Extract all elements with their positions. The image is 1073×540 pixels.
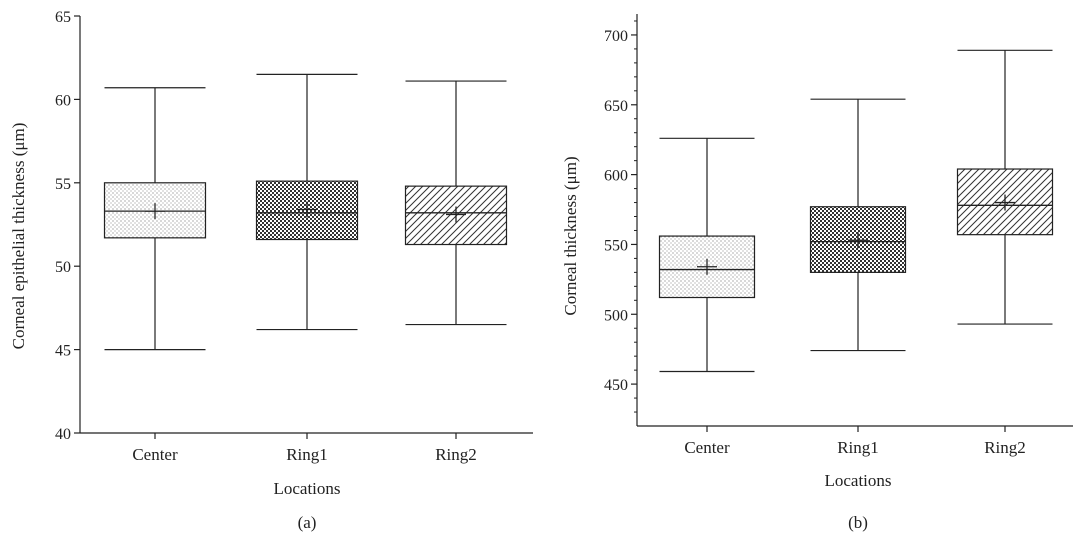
y-tick-label: 550: [604, 237, 628, 254]
x-tick-label: Ring1: [286, 445, 328, 464]
x-axis-label: Locations: [273, 479, 340, 498]
panel-label: (b): [848, 513, 868, 532]
y-tick-label: 500: [604, 307, 628, 324]
y-tick-label: 65: [55, 9, 71, 26]
y-tick-label: 450: [604, 377, 628, 394]
y-tick-label: 40: [55, 426, 71, 443]
y-tick-label: 50: [55, 259, 71, 276]
panel-label: (a): [298, 513, 317, 532]
y-tick-label: 700: [604, 28, 628, 45]
chart-panel-a: Corneal epithelial thickness (μm) Locati…: [9, 9, 533, 532]
x-tick-label: Center: [684, 438, 730, 457]
x-tick-label: Ring1: [837, 438, 879, 457]
x-axis-label: Locations: [824, 471, 891, 490]
y-axis-label: Corneal thickness (μm): [561, 156, 580, 315]
y-tick-label: 600: [604, 168, 628, 185]
y-tick-label: 45: [55, 343, 71, 360]
y-tick-label: 650: [604, 98, 628, 115]
y-tick-label: 55: [55, 176, 71, 193]
y-axis-label: Corneal epithelial thickness (μm): [9, 123, 28, 350]
chart-panel-b: Corneal thickness (μm) Locations (b) 450…: [561, 14, 1073, 532]
x-tick-label: Center: [132, 445, 178, 464]
x-tick-label: Ring2: [435, 445, 477, 464]
x-tick-label: Ring2: [984, 438, 1026, 457]
y-tick-label: 60: [55, 92, 71, 109]
